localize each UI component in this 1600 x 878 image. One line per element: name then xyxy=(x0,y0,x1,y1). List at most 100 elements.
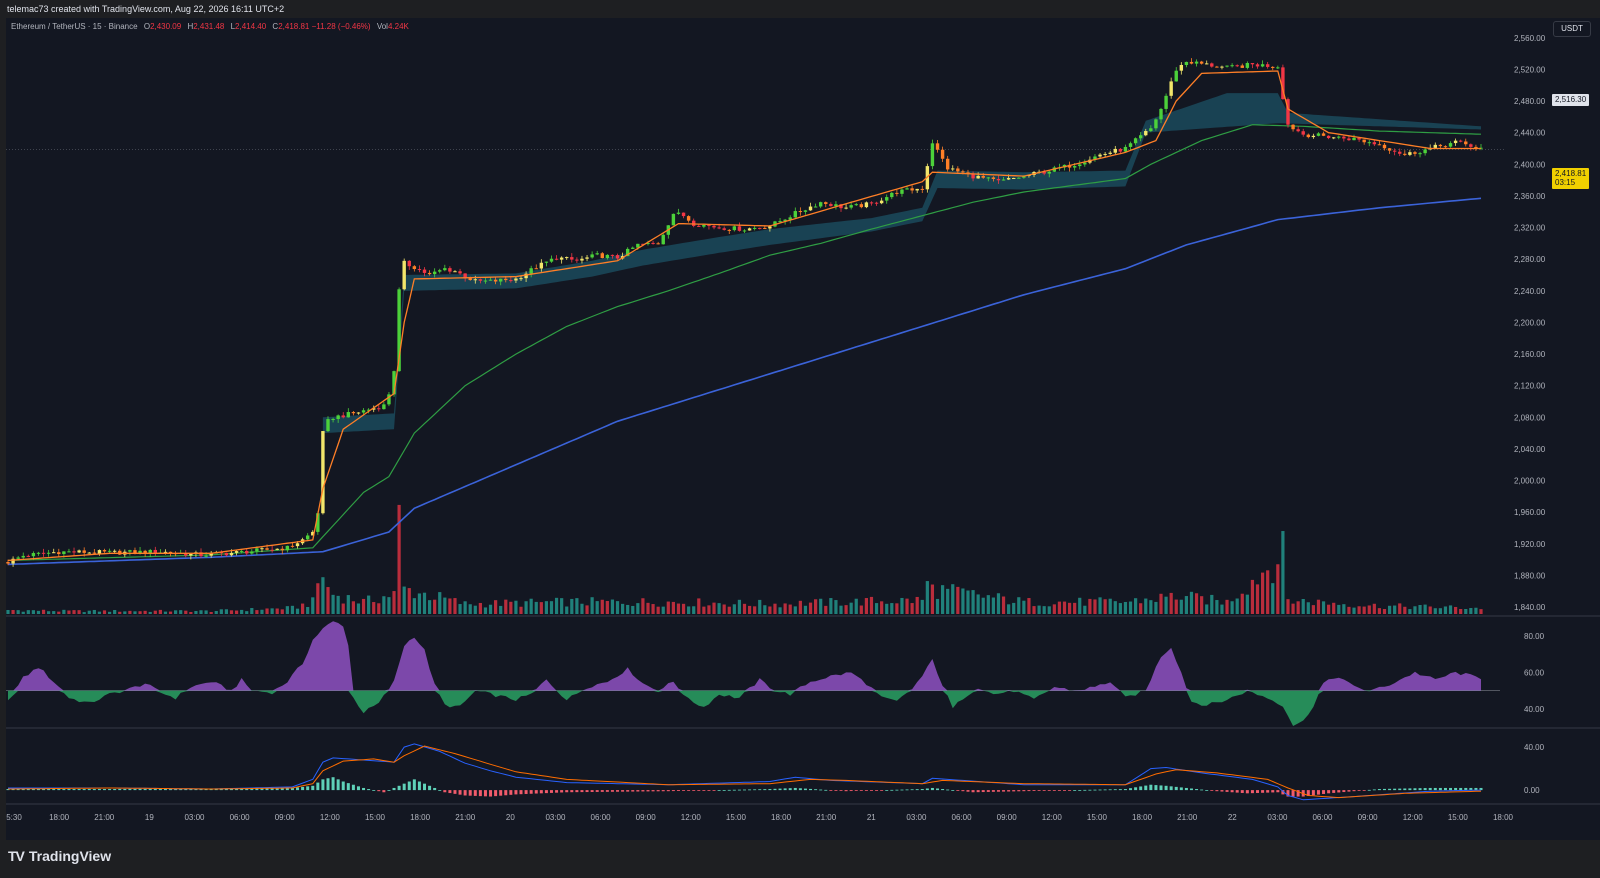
macd-histogram-bar xyxy=(549,790,553,793)
candle-body xyxy=(67,551,71,553)
candle-body xyxy=(651,242,655,244)
macd-histogram-bar xyxy=(849,790,853,792)
volume-bar xyxy=(1098,597,1102,614)
macd-histogram-bar xyxy=(854,790,858,791)
macd-histogram-bar xyxy=(783,788,787,791)
candle-body xyxy=(1377,144,1382,146)
candle-body xyxy=(600,253,604,259)
macd-histogram-bar xyxy=(951,790,955,791)
candle-body xyxy=(1128,143,1133,147)
attribution-text: telemac73 created with TradingView.com, … xyxy=(0,0,1600,18)
volume-bar xyxy=(1327,604,1331,614)
candle-body xyxy=(1255,64,1260,67)
macd-histogram-bar xyxy=(656,790,660,792)
candle-body xyxy=(981,175,985,178)
macd-histogram-bar xyxy=(519,790,523,795)
macd-histogram-bar xyxy=(103,789,107,791)
volume-bar xyxy=(1022,600,1026,614)
candle-body xyxy=(1205,63,1209,65)
macd-histogram-bar xyxy=(844,790,848,792)
candle-body xyxy=(956,168,960,172)
volume-bar xyxy=(402,586,406,614)
macd-histogram-bar xyxy=(773,788,777,791)
volume-bar xyxy=(1027,598,1031,614)
volume-bar xyxy=(605,601,609,614)
macd-histogram-bar xyxy=(1438,787,1442,791)
volume-bar xyxy=(935,598,940,614)
currency-unit-button[interactable]: USDT xyxy=(1553,21,1591,37)
candle-body xyxy=(438,270,442,272)
candle-body xyxy=(468,278,472,281)
volume-bar xyxy=(859,605,863,614)
volume-bar xyxy=(773,603,777,614)
candle-body xyxy=(976,175,980,179)
volume-bar xyxy=(31,610,35,614)
macd-histogram-bar xyxy=(636,790,640,792)
volume-bar xyxy=(356,603,361,614)
price-tick-label: 2,000.00 xyxy=(1514,477,1546,486)
high-label: H xyxy=(187,22,194,31)
volume-bar xyxy=(930,584,935,614)
volume-bar xyxy=(692,606,696,614)
macd-histogram-bar xyxy=(1093,789,1097,791)
macd-histogram-bar xyxy=(285,787,289,791)
macd-histogram-bar xyxy=(616,790,620,792)
volume-bar xyxy=(1454,606,1458,614)
macd-histogram-bar xyxy=(240,788,244,791)
volume-bar xyxy=(819,598,823,614)
macd-histogram-bar xyxy=(57,789,61,791)
macd-histogram-bar xyxy=(1418,788,1422,791)
macd-histogram-bar xyxy=(1118,789,1122,791)
candle-body xyxy=(570,257,574,260)
volume-bar xyxy=(128,610,132,614)
volume-bar xyxy=(514,600,518,614)
macd-histogram-bar xyxy=(727,789,731,791)
candle-body xyxy=(1006,178,1011,180)
volume-bar xyxy=(1255,584,1260,614)
time-tick-label: 21:00 xyxy=(94,813,115,822)
volume-bar xyxy=(1469,607,1473,614)
time-tick-label: 12:00 xyxy=(320,813,341,822)
ma-mid-line xyxy=(7,124,1482,561)
volume-bar xyxy=(52,611,56,614)
candle-body xyxy=(742,230,747,232)
candle-body xyxy=(255,548,259,552)
volume-bar xyxy=(245,611,249,614)
symbol-name[interactable]: Ethereum / TetherUS · 15 · Binance xyxy=(11,22,138,31)
ma-slow-line xyxy=(7,197,1482,566)
macd-histogram-bar xyxy=(1169,786,1173,791)
bar-countdown: 03:15 xyxy=(1555,178,1576,187)
candle-body xyxy=(1210,63,1214,67)
volume-bar xyxy=(1220,604,1224,614)
candle-body xyxy=(1352,137,1356,141)
macd-line xyxy=(8,743,1482,801)
macd-histogram-bar xyxy=(280,788,284,791)
candle-body xyxy=(280,548,284,551)
macd-histogram-bar xyxy=(1428,787,1432,791)
candle-body xyxy=(6,562,10,564)
chart-canvas[interactable]: 2,560.00 2,520.00 2,480.00 2,440.00 2,400.00… xyxy=(6,18,1600,840)
tradingview-brand[interactable]: TV TradingView xyxy=(8,848,111,864)
volume-bar xyxy=(1093,599,1097,614)
macd-histogram-bar xyxy=(483,790,487,797)
macd-histogram-bar xyxy=(1027,790,1031,792)
candle-body xyxy=(610,254,615,256)
candle-body xyxy=(448,268,452,272)
volume-bar xyxy=(21,611,25,614)
candle-body xyxy=(1179,65,1184,71)
volume-bar xyxy=(585,605,589,614)
volume-bar xyxy=(163,611,168,614)
volume-bar xyxy=(641,598,645,614)
candle-body xyxy=(580,258,584,261)
chart-area[interactable]: 2,560.00 2,520.00 2,480.00 2,440.00 2,400.00… xyxy=(6,18,1600,840)
volume-bar xyxy=(433,599,437,614)
macd-histogram-bar xyxy=(1347,790,1351,792)
volume-bar xyxy=(219,609,223,614)
symbol-legend[interactable]: Ethereum / TetherUS · 15 · Binance O2,43… xyxy=(11,22,409,31)
macd-histogram-bar xyxy=(682,790,686,791)
candle-body xyxy=(905,188,909,190)
candle-body xyxy=(1169,81,1173,96)
volume-bar xyxy=(646,602,650,614)
macd-histogram-bar xyxy=(930,787,934,791)
candle-body xyxy=(920,188,924,190)
